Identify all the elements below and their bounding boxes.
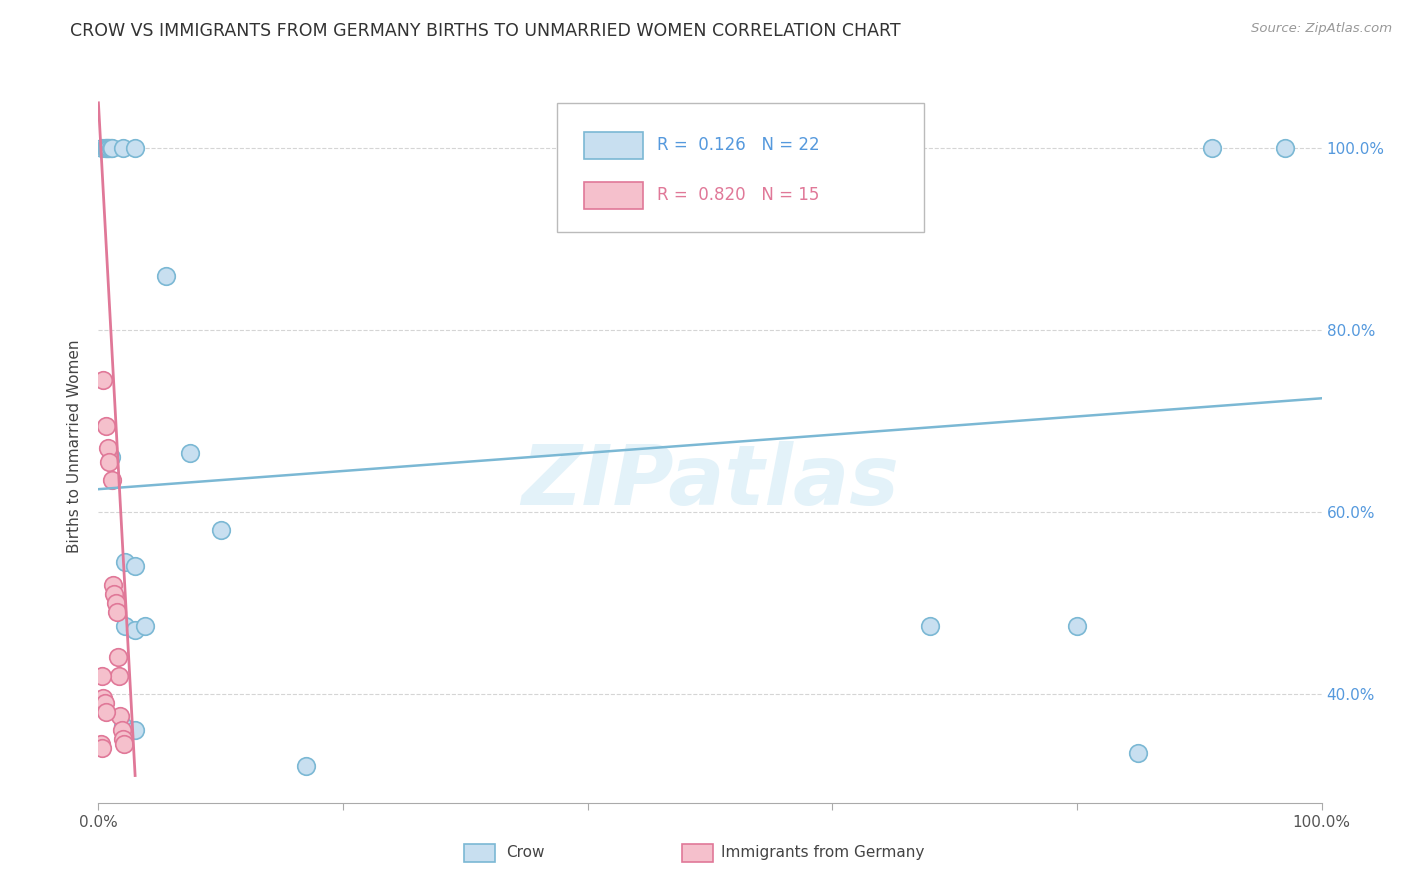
FancyBboxPatch shape xyxy=(583,132,643,159)
Point xyxy=(111,732,134,747)
Point xyxy=(111,141,134,155)
Point xyxy=(101,577,124,591)
Text: ZIPatlas: ZIPatlas xyxy=(522,442,898,522)
Point xyxy=(90,737,112,751)
Point xyxy=(94,418,117,433)
Y-axis label: Births to Unmarried Women: Births to Unmarried Women xyxy=(67,339,83,553)
Point xyxy=(124,723,146,737)
Text: R =  0.126   N = 22: R = 0.126 N = 22 xyxy=(658,136,820,153)
Text: Source: ZipAtlas.com: Source: ZipAtlas.com xyxy=(1251,22,1392,36)
Point xyxy=(104,596,127,610)
Point xyxy=(1128,746,1150,760)
Point xyxy=(94,141,117,155)
Text: Crow: Crow xyxy=(506,846,544,860)
Point xyxy=(114,618,136,632)
Point xyxy=(107,650,129,665)
Point xyxy=(100,141,122,155)
Point xyxy=(91,373,114,387)
Point xyxy=(124,559,146,574)
Point xyxy=(103,587,125,601)
Point xyxy=(97,442,120,456)
Text: R =  0.820   N = 15: R = 0.820 N = 15 xyxy=(658,186,820,203)
Text: Immigrants from Germany: Immigrants from Germany xyxy=(721,846,925,860)
FancyBboxPatch shape xyxy=(583,182,643,209)
Point xyxy=(91,141,114,155)
Point xyxy=(91,691,114,706)
Point xyxy=(108,668,131,682)
Point xyxy=(100,450,122,465)
Point xyxy=(295,759,318,773)
FancyBboxPatch shape xyxy=(557,103,924,232)
Point xyxy=(101,473,124,487)
Point xyxy=(1201,141,1223,155)
Point xyxy=(155,268,177,283)
Point xyxy=(93,141,115,155)
Point xyxy=(111,723,134,737)
Point xyxy=(98,455,121,469)
Point xyxy=(111,718,134,732)
Point xyxy=(101,141,124,155)
Point xyxy=(209,523,232,537)
Text: CROW VS IMMIGRANTS FROM GERMANY BIRTHS TO UNMARRIED WOMEN CORRELATION CHART: CROW VS IMMIGRANTS FROM GERMANY BIRTHS T… xyxy=(70,22,901,40)
Point xyxy=(920,618,942,632)
Point xyxy=(91,741,114,756)
Point xyxy=(1274,141,1296,155)
Point xyxy=(124,623,146,637)
Point xyxy=(124,141,146,155)
Point xyxy=(94,705,117,719)
Point xyxy=(105,605,128,619)
Point xyxy=(96,141,118,155)
Point xyxy=(114,555,136,569)
Point xyxy=(98,141,121,155)
Point xyxy=(134,618,156,632)
Point xyxy=(179,446,201,460)
Point xyxy=(1066,618,1088,632)
Point xyxy=(97,141,120,155)
Point xyxy=(91,668,114,682)
Point xyxy=(93,696,115,710)
Point xyxy=(110,709,132,723)
Point xyxy=(112,737,135,751)
